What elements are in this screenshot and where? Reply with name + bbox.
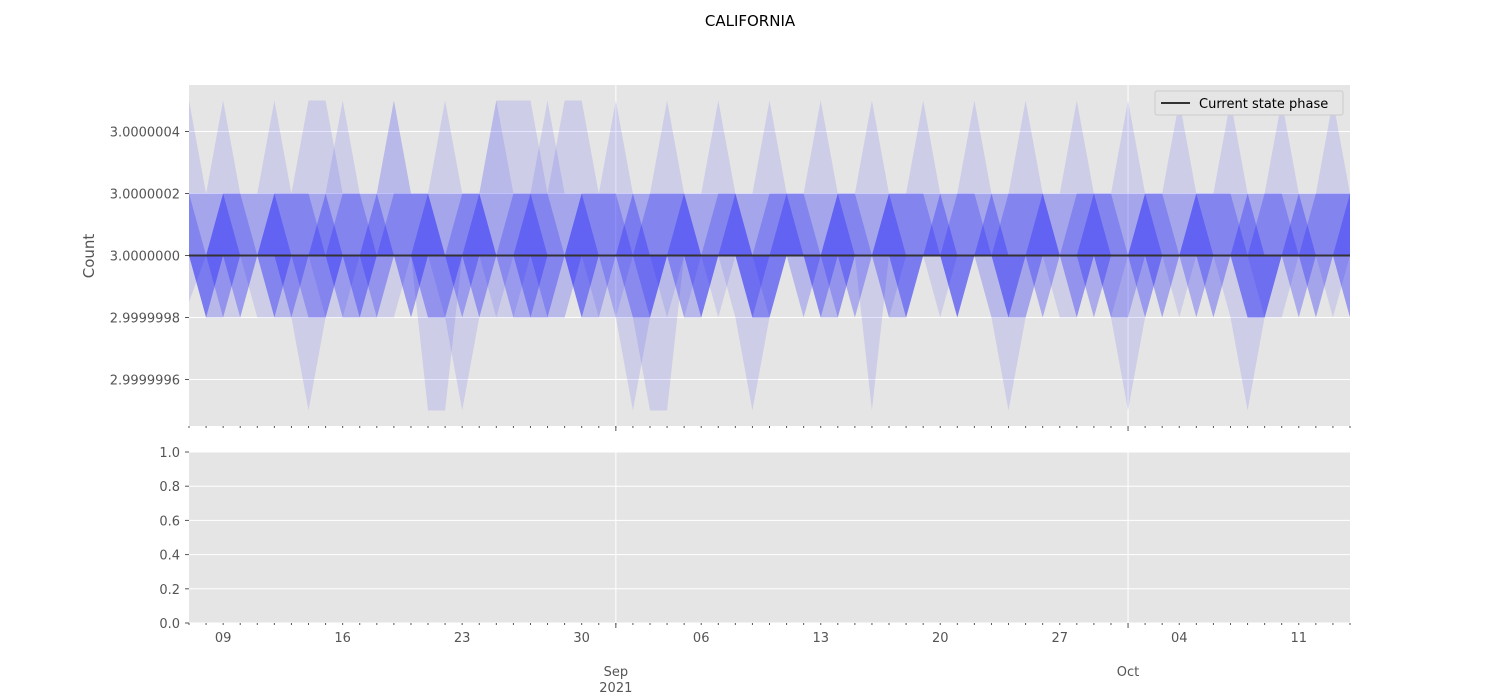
x-tick-label: 27 <box>1051 631 1068 646</box>
x-year-label: 2021 <box>599 681 632 696</box>
y-tick-label: 1.0 <box>159 446 180 461</box>
x-tick-label: 06 <box>693 631 710 646</box>
x-tick-label: 13 <box>812 631 829 646</box>
x-tick-label: 20 <box>932 631 949 646</box>
x-month-label: Oct <box>1117 665 1139 680</box>
bottom-plot-background <box>189 452 1350 623</box>
bottom-x-ticks <box>188 623 1351 628</box>
y-tick-label: 3.0000004 <box>110 126 180 141</box>
x-tick-label: 09 <box>215 631 232 646</box>
legend-entry: Current state phase <box>1199 97 1328 112</box>
band-area <box>189 193 1350 411</box>
x-tick-label: 16 <box>334 631 351 646</box>
y-tick-label: 0.4 <box>159 549 180 564</box>
x-tick-label: 30 <box>573 631 590 646</box>
x-month-label: Sep <box>604 665 629 680</box>
y-axis-label: Count <box>80 234 98 279</box>
y-tick-label: 2.9999996 <box>110 374 180 389</box>
bottom-panel: 0.0 0.2 0.4 0.6 0.8 1.0 09 16 23 30 06 13 20 27 04 11 S… <box>159 446 1351 696</box>
y-tick-label: 0.2 <box>159 583 180 598</box>
x-tick-label: 11 <box>1291 631 1308 646</box>
bottom-y-ticks: 0.0 0.2 0.4 0.6 0.8 1.0 <box>159 446 189 632</box>
x-tick-label: 04 <box>1171 631 1188 646</box>
y-tick-label: 3.0000002 <box>110 188 180 203</box>
top-panel: 2.9999996 2.9999998 3.0000000 3.0000002 3.00… <box>80 85 1351 431</box>
x-tick-label: 23 <box>454 631 471 646</box>
y-tick-label: 3.0000000 <box>110 250 180 265</box>
top-x-ticks <box>188 426 1351 431</box>
y-tick-label: 0.0 <box>159 617 180 632</box>
y-tick-label: 0.6 <box>159 514 180 529</box>
y-tick-label: 0.8 <box>159 480 180 495</box>
top-y-ticks: 2.9999996 2.9999998 3.0000000 3.0000002 3.00… <box>110 126 189 389</box>
legend-box <box>1154 90 1344 116</box>
chart-title: CALIFORNIA <box>705 12 796 30</box>
y-tick-label: 2.9999998 <box>110 312 180 327</box>
band-area <box>189 100 1350 318</box>
legend: Current state phase <box>1154 90 1344 116</box>
